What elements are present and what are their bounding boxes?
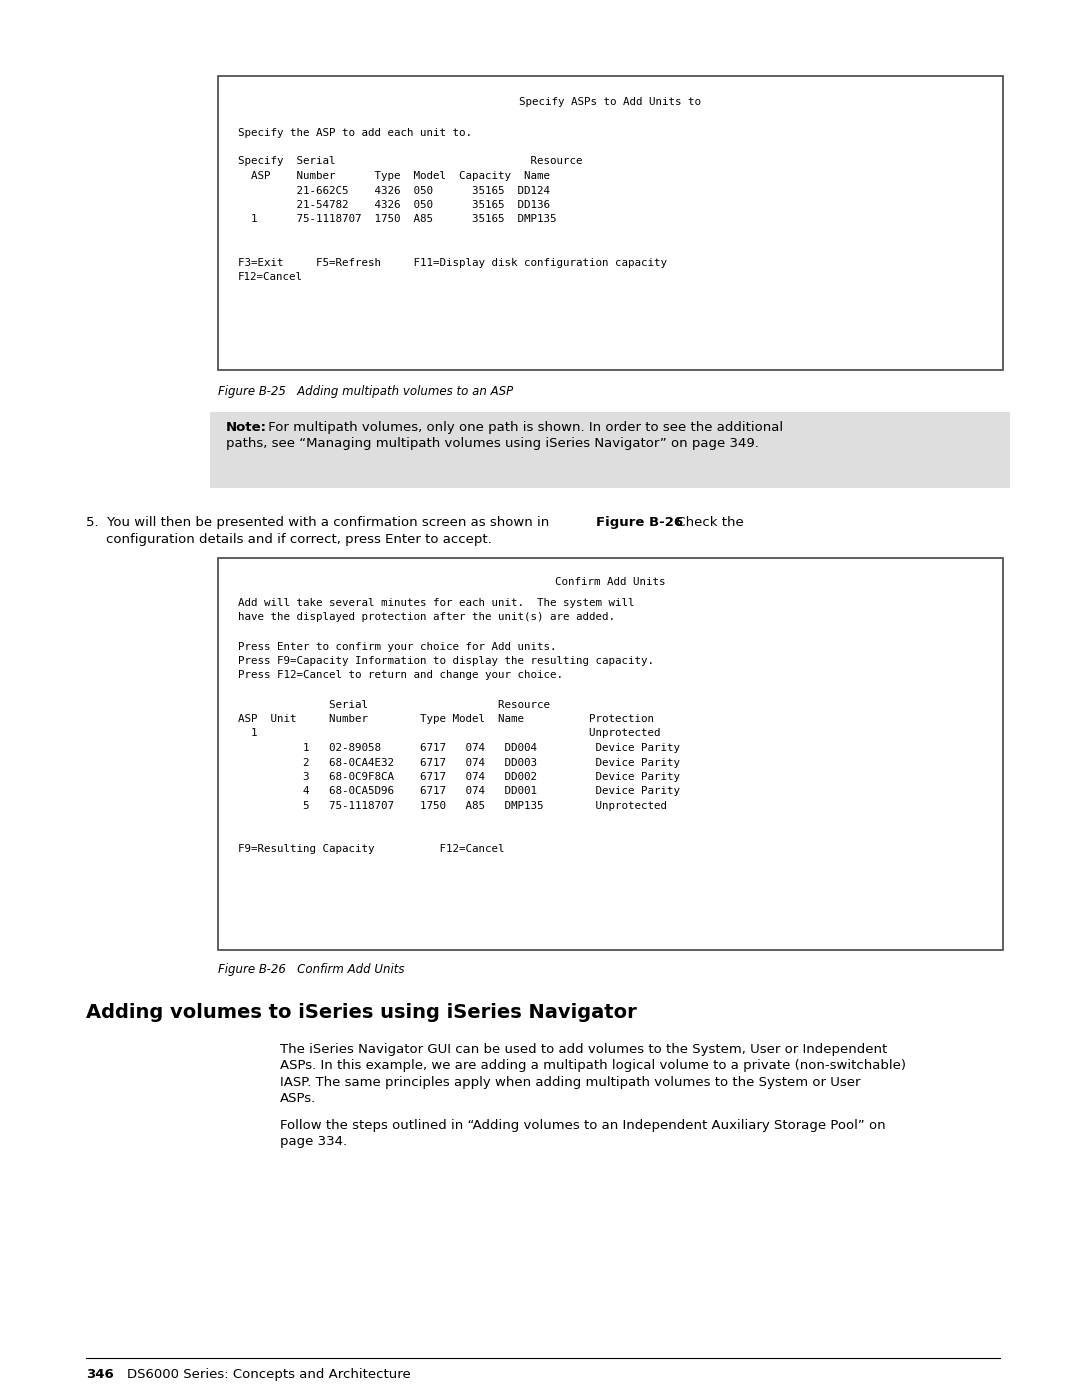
Text: For multipath volumes, only one path is shown. In order to see the additional: For multipath volumes, only one path is … xyxy=(264,420,783,434)
Text: Figure B-26   Confirm Add Units: Figure B-26 Confirm Add Units xyxy=(218,963,405,977)
Text: Specify the ASP to add each unit to.: Specify the ASP to add each unit to. xyxy=(238,127,472,137)
Text: 5.  You will then be presented with a confirmation screen as shown in: 5. You will then be presented with a con… xyxy=(86,515,554,529)
Text: ASPs.: ASPs. xyxy=(280,1092,316,1105)
Text: Press F12=Cancel to return and change your choice.: Press F12=Cancel to return and change yo… xyxy=(238,671,563,680)
Text: F12=Cancel: F12=Cancel xyxy=(238,272,303,282)
Text: Figure B-26: Figure B-26 xyxy=(596,515,684,529)
Text: Specify  Serial                              Resource: Specify Serial Resource xyxy=(238,156,582,166)
Text: 1                                                   Unprotected: 1 Unprotected xyxy=(238,728,661,739)
Text: 21-54782    4326  050      35165  DD136: 21-54782 4326 050 35165 DD136 xyxy=(238,200,550,210)
Bar xyxy=(218,557,1003,950)
Text: ASP    Number      Type  Model  Capacity  Name: ASP Number Type Model Capacity Name xyxy=(238,170,550,182)
Text: configuration details and if correct, press Enter to accept.: configuration details and if correct, pr… xyxy=(106,534,491,546)
Text: 2   68-0CA4E32    6717   074   DD003         Device Parity: 2 68-0CA4E32 6717 074 DD003 Device Parit… xyxy=(238,757,680,767)
Text: Confirm Add Units: Confirm Add Units xyxy=(555,577,665,587)
Text: The iSeries Navigator GUI can be used to add volumes to the System, User or Inde: The iSeries Navigator GUI can be used to… xyxy=(280,1044,888,1056)
Text: Specify ASPs to Add Units to: Specify ASPs to Add Units to xyxy=(519,96,701,108)
Text: F3=Exit     F5=Refresh     F11=Display disk configuration capacity: F3=Exit F5=Refresh F11=Display disk conf… xyxy=(238,258,667,268)
Text: Press F9=Capacity Information to display the resulting capacity.: Press F9=Capacity Information to display… xyxy=(238,657,654,666)
Text: Adding volumes to iSeries using iSeries Navigator: Adding volumes to iSeries using iSeries … xyxy=(86,1003,637,1023)
Text: page 334.: page 334. xyxy=(280,1136,347,1148)
Text: Serial                    Resource: Serial Resource xyxy=(238,700,550,710)
Text: 4   68-0CA5D96    6717   074   DD001         Device Parity: 4 68-0CA5D96 6717 074 DD001 Device Parit… xyxy=(238,787,680,796)
Text: Add will take several minutes for each unit.  The system will: Add will take several minutes for each u… xyxy=(238,598,635,608)
Text: 5   75-1118707    1750   A85   DMP135        Unprotected: 5 75-1118707 1750 A85 DMP135 Unprotected xyxy=(238,800,667,812)
Text: Press Enter to confirm your choice for Add units.: Press Enter to confirm your choice for A… xyxy=(238,641,556,651)
Text: F9=Resulting Capacity          F12=Cancel: F9=Resulting Capacity F12=Cancel xyxy=(238,845,504,855)
Text: 3   68-0C9F8CA    6717   074   DD002         Device Parity: 3 68-0C9F8CA 6717 074 DD002 Device Parit… xyxy=(238,773,680,782)
Text: Figure B-25   Adding multipath volumes to an ASP: Figure B-25 Adding multipath volumes to … xyxy=(218,386,513,398)
Text: Follow the steps outlined in “Adding volumes to an Independent Auxiliary Storage: Follow the steps outlined in “Adding vol… xyxy=(280,1119,886,1132)
Text: ASP  Unit     Number        Type Model  Name          Protection: ASP Unit Number Type Model Name Protecti… xyxy=(238,714,654,724)
Text: ASPs. In this example, we are adding a multipath logical volume to a private (no: ASPs. In this example, we are adding a m… xyxy=(280,1059,906,1073)
Text: have the displayed protection after the unit(s) are added.: have the displayed protection after the … xyxy=(238,612,615,623)
Bar xyxy=(218,75,1003,370)
Text: 21-662C5    4326  050      35165  DD124: 21-662C5 4326 050 35165 DD124 xyxy=(238,186,550,196)
Text: 1   02-89058      6717   074   DD004         Device Parity: 1 02-89058 6717 074 DD004 Device Parity xyxy=(238,743,680,753)
Text: IASP. The same principles apply when adding multipath volumes to the System or U: IASP. The same principles apply when add… xyxy=(280,1076,861,1090)
Text: 1      75-1118707  1750  A85      35165  DMP135: 1 75-1118707 1750 A85 35165 DMP135 xyxy=(238,215,556,225)
Text: Note:: Note: xyxy=(226,420,267,434)
Text: 346: 346 xyxy=(86,1368,113,1382)
Text: . Check the: . Check the xyxy=(669,515,744,529)
Bar xyxy=(210,412,1010,488)
Text: DS6000 Series: Concepts and Architecture: DS6000 Series: Concepts and Architecture xyxy=(110,1368,410,1382)
Text: paths, see “Managing multipath volumes using iSeries Navigator” on page 349.: paths, see “Managing multipath volumes u… xyxy=(226,437,759,450)
